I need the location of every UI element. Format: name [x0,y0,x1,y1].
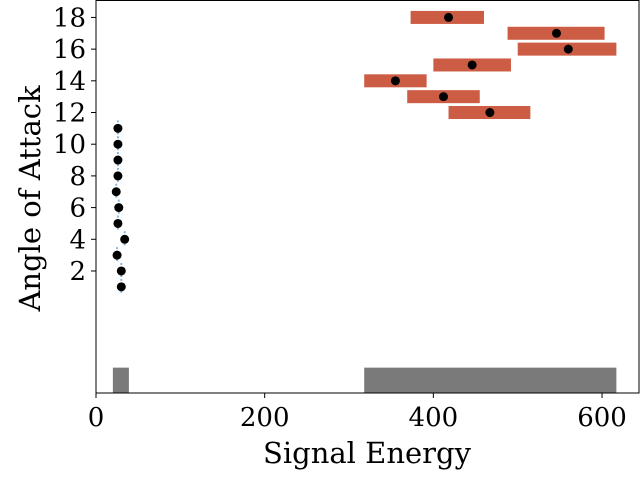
data-point [120,234,130,244]
data-point [438,92,448,102]
y-tick-label: 8 [69,162,86,192]
x-tick-label: 400 [409,403,459,433]
data-point [113,139,123,149]
y-tick-label: 14 [53,67,86,97]
interval-bars [364,10,617,120]
x-tick-label: 600 [577,403,627,433]
y-tick-label: 12 [53,99,86,129]
data-point [113,171,123,181]
data-points [111,12,573,295]
y-tick-label: 2 [69,257,86,287]
y-tick-label: 4 [69,225,86,255]
plot-frame [95,0,640,394]
data-point [114,203,124,213]
data-point [444,12,454,22]
data-point [485,108,495,118]
x-tick-label: 200 [240,403,290,433]
data-point [552,28,562,38]
summary-bars [112,367,617,393]
data-point [116,266,126,276]
y-tick-label: 18 [53,3,86,33]
data-point [112,250,122,260]
data-point [111,187,121,197]
data-point [563,44,573,54]
data-point [113,155,123,165]
y-tick-label: 10 [53,130,86,160]
data-point [113,123,123,133]
y-tick-label: 6 [69,194,86,224]
x-axis-label: Signal Energy [263,436,472,470]
data-point [116,282,126,292]
data-point [467,60,477,70]
data-point [390,76,400,86]
y-tick-label: 16 [53,35,86,65]
y-axis-label: Angle of Attack [13,85,47,313]
summary-bar [112,367,129,393]
x-tick-label: 0 [88,403,105,433]
data-point [113,218,123,228]
summary-bar [364,367,617,393]
